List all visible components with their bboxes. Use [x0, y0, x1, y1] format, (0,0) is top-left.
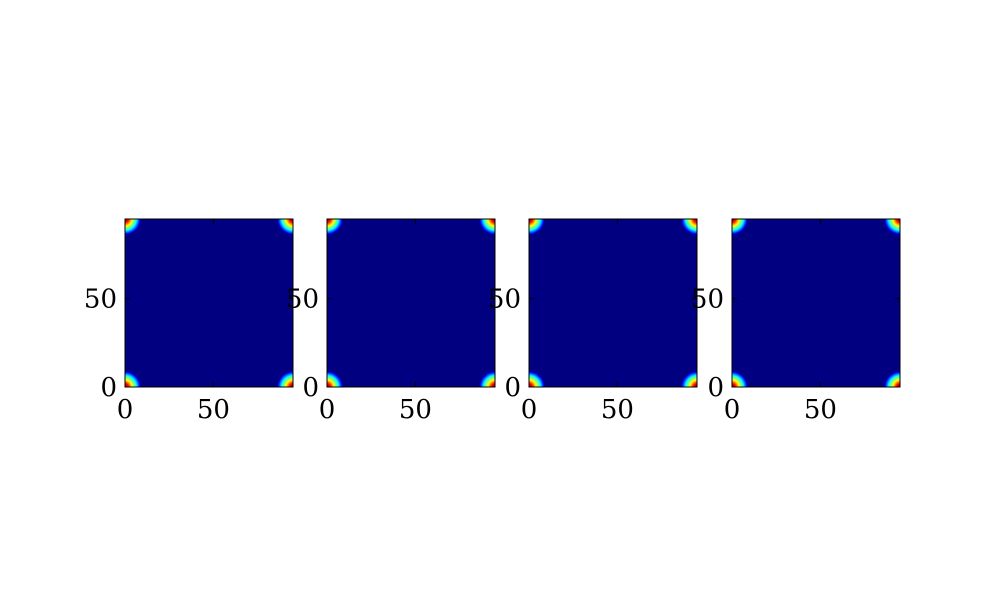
heatmap-peak	[478, 219, 495, 236]
heatmap-peak	[883, 370, 900, 387]
x-tick-label: 0	[521, 395, 538, 425]
heatmap-peak	[680, 219, 697, 236]
x-tick-label: 50	[804, 395, 837, 425]
y-tick-label: 50	[84, 285, 117, 315]
axis-frame	[326, 218, 496, 388]
x-tick-label: 50	[601, 395, 634, 425]
y-tick-label: 0	[504, 373, 521, 403]
heatmap-panels: 0 50 0 50 0 50 0 50 0 50 0 50 0 50 0 50	[84, 218, 901, 425]
x-tick-label: 50	[399, 395, 432, 425]
heatmap-peak	[276, 219, 293, 236]
heatmap-peak	[125, 219, 142, 236]
heatmap-peak	[125, 370, 142, 387]
heatmap-peak	[732, 370, 749, 387]
y-tick-label: 0	[100, 373, 117, 403]
heatmap-peak	[276, 370, 293, 387]
heatmap-field	[125, 219, 293, 387]
heatmap-peak	[680, 370, 697, 387]
y-tick-label: 0	[302, 373, 319, 403]
heatmap-peak	[883, 219, 900, 236]
x-tick-label: 0	[724, 395, 741, 425]
heatmap-peak	[529, 370, 546, 387]
heatmap-field	[327, 219, 495, 387]
heatmap-peak	[529, 219, 546, 236]
heatmap-peak	[732, 219, 749, 236]
x-tick-label: 0	[117, 395, 134, 425]
x-tick-label: 50	[197, 395, 230, 425]
heatmap-peak	[478, 370, 495, 387]
heatmap-field	[732, 219, 900, 387]
y-tick-label: 0	[707, 373, 724, 403]
y-tick-label: 50	[488, 285, 521, 315]
heatmap-panel-4: 0 50 0 50	[691, 218, 901, 425]
y-tick-label: 50	[286, 285, 319, 315]
axis-frame	[731, 218, 901, 388]
x-tick-label: 0	[319, 395, 336, 425]
heatmap-panel-3: 0 50 0 50	[488, 218, 698, 425]
heatmap-field	[529, 219, 697, 387]
heatmap-panel-2: 0 50 0 50	[286, 218, 496, 425]
axis-frame	[528, 218, 698, 388]
heatmap-peak	[327, 219, 344, 236]
y-tick-label: 50	[691, 285, 724, 315]
axis-frame	[124, 218, 294, 388]
heatmap-peak	[327, 370, 344, 387]
heatmap-panel-1: 0 50 0 50	[84, 218, 294, 425]
